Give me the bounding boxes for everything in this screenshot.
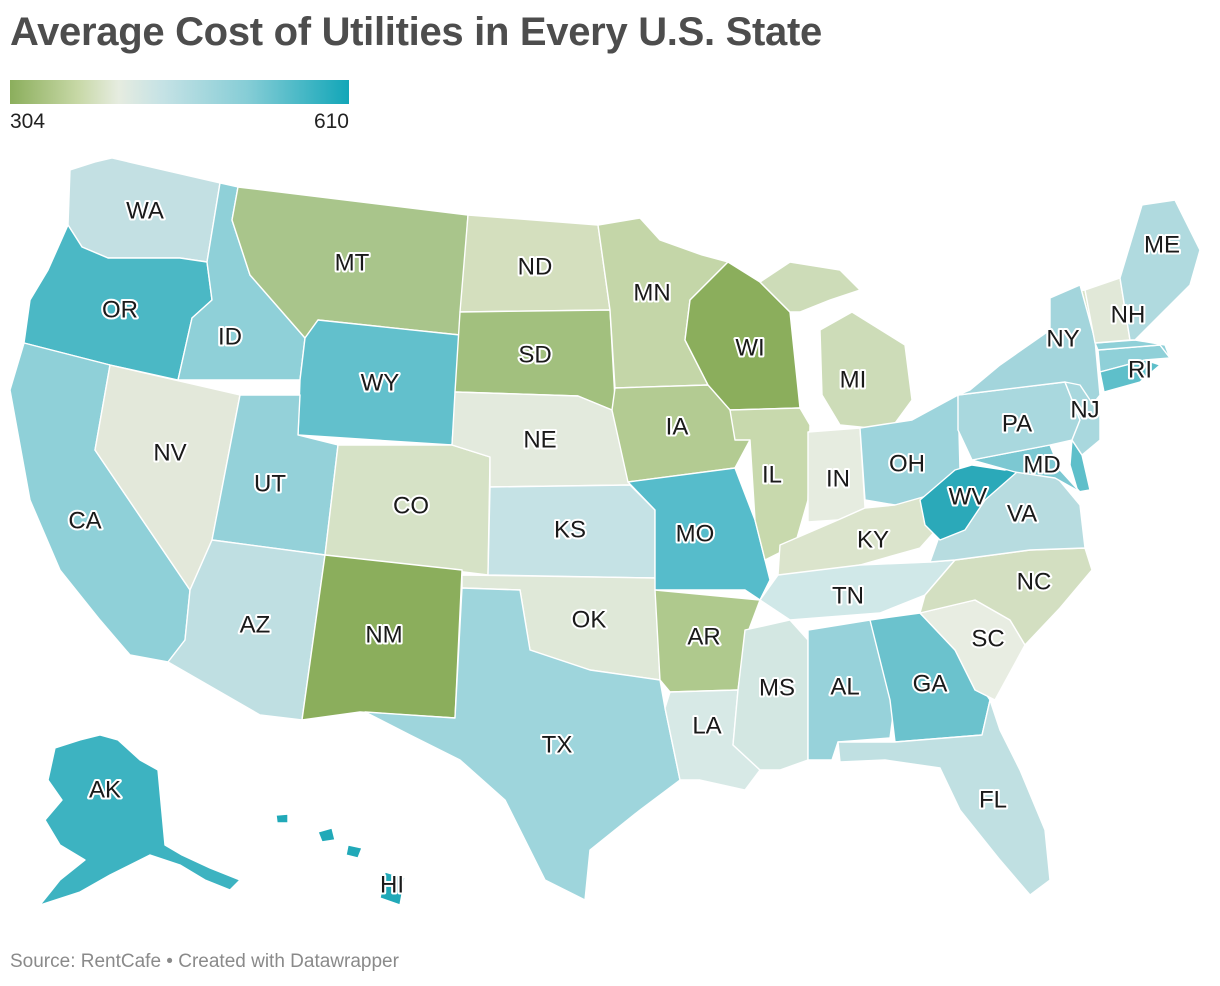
state-label-in: IN xyxy=(826,465,850,492)
state-label-ca: CA xyxy=(68,507,101,534)
state-label-nd: ND xyxy=(518,253,553,280)
state-label-md: MD xyxy=(1023,451,1060,478)
state-label-ms: MS xyxy=(759,674,795,701)
state-label-oh: OH xyxy=(889,450,925,477)
legend-gradient-bar xyxy=(10,80,349,104)
state-label-me: ME xyxy=(1144,231,1180,258)
state-label-ne: NE xyxy=(523,426,556,453)
source-footer: Source: RentCafe • Created with Datawrap… xyxy=(10,951,399,972)
color-legend: 304 610 xyxy=(10,80,349,133)
state-label-va: VA xyxy=(1007,500,1037,527)
state-shape-mi xyxy=(759,261,913,431)
state-shape-ak xyxy=(39,734,241,906)
state-shape-ms xyxy=(732,619,809,771)
chart-title: Average Cost of Utilities in Every U.S. … xyxy=(10,10,822,54)
state-label-mt: MT xyxy=(335,249,370,276)
state-shape-ri xyxy=(1099,359,1161,393)
states-layer xyxy=(9,157,1201,906)
state-label-nh: NH xyxy=(1111,301,1146,328)
state-label-az: AZ xyxy=(240,611,271,638)
state-label-fl: FL xyxy=(979,786,1007,813)
state-label-nc: NC xyxy=(1017,568,1052,595)
state-label-wv: WV xyxy=(949,483,988,510)
state-label-tn: TN xyxy=(832,582,864,609)
state-label-ri: RI xyxy=(1128,356,1152,383)
state-label-mo: MO xyxy=(676,520,715,547)
state-label-mn: MN xyxy=(633,279,670,306)
state-shape-tx xyxy=(364,587,681,901)
state-label-ks: KS xyxy=(554,516,586,543)
state-label-sc: SC xyxy=(971,625,1004,652)
legend-max-label: 610 xyxy=(313,110,349,133)
state-label-co: CO xyxy=(393,492,429,519)
state-label-la: LA xyxy=(692,712,721,739)
state-shape-hi xyxy=(275,813,406,906)
state-label-al: AL xyxy=(830,673,859,700)
legend-min-label: 304 xyxy=(10,110,46,133)
state-label-nm: NM xyxy=(365,621,402,648)
state-label-nv: NV xyxy=(153,439,186,466)
state-label-ar: AR xyxy=(687,623,720,650)
labels-layer: WA OR CA NV ID MT WY UT AZ CO NM ND SD NE KS OK TX MN IA MO… xyxy=(66,195,1182,900)
state-label-ak: AK xyxy=(89,776,121,803)
state-label-wa: WA xyxy=(126,197,164,224)
state-label-or: OR xyxy=(102,296,138,323)
state-label-il: IL xyxy=(762,461,782,488)
state-label-ia: IA xyxy=(666,413,689,440)
state-label-ok: OK xyxy=(572,606,607,633)
state-label-tx: TX xyxy=(542,731,573,758)
state-label-ky: KY xyxy=(857,526,889,553)
state-label-mi: MI xyxy=(840,366,867,393)
state-label-pa: PA xyxy=(1002,410,1032,437)
state-shape-nj xyxy=(1064,381,1101,456)
state-label-sd: SD xyxy=(518,341,551,368)
state-label-ut: UT xyxy=(254,470,286,497)
state-label-wy: WY xyxy=(361,369,400,396)
state-label-ny: NY xyxy=(1046,325,1079,352)
state-label-nj: NJ xyxy=(1070,396,1099,423)
state-shape-me xyxy=(1119,199,1201,341)
state-label-ga: GA xyxy=(913,670,948,697)
state-label-id: ID xyxy=(218,323,242,350)
state-shape-wv xyxy=(919,464,1026,541)
state-shape-fl xyxy=(837,699,1051,896)
state-label-hi: HI xyxy=(380,871,404,898)
state-label-wi: WI xyxy=(735,334,764,361)
